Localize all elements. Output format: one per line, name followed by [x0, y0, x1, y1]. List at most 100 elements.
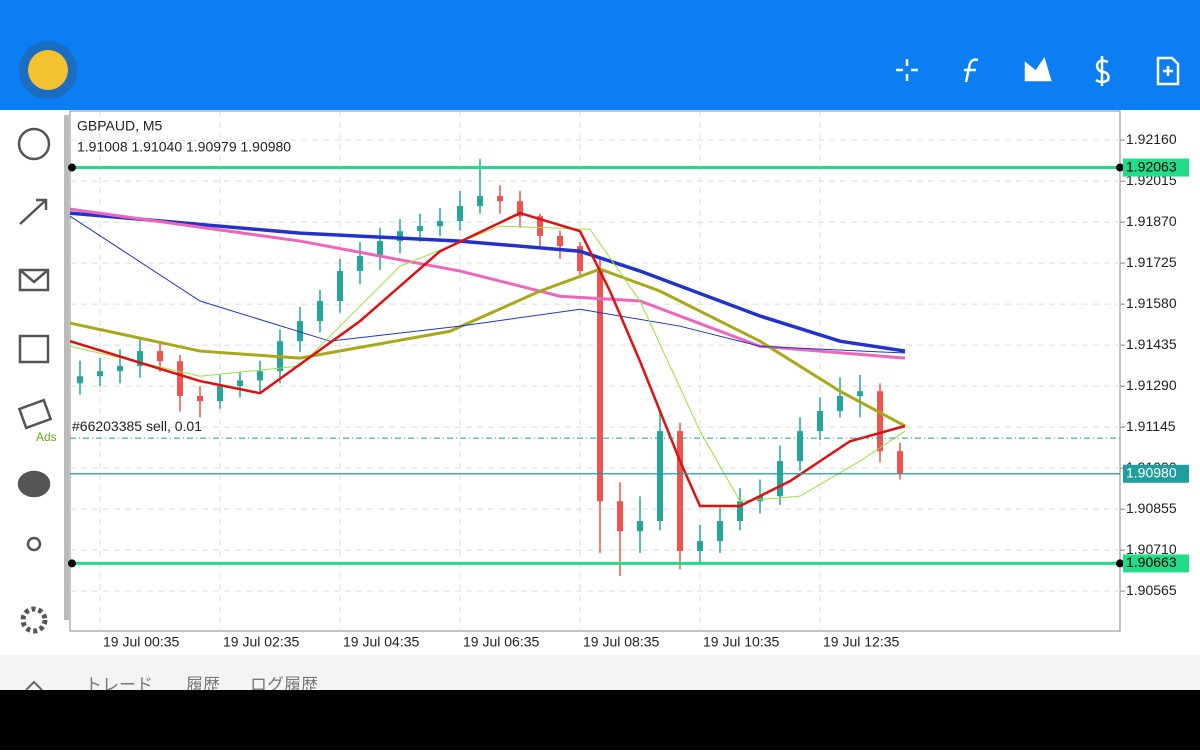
chart-symbol: GBPAUD, M5 [77, 118, 163, 134]
candle-body [797, 431, 803, 462]
candle-body [637, 521, 643, 532]
x-tick-label: 19 Jul 08:35 [583, 634, 659, 650]
candle-body [777, 461, 783, 497]
app-logo-inner [28, 50, 68, 90]
candle-body [597, 271, 603, 502]
chat-icon[interactable] [17, 470, 51, 498]
candle-body [557, 235, 563, 247]
sidebar-scrollbar [64, 115, 69, 620]
candle-body [857, 391, 863, 397]
candle-body [157, 351, 163, 362]
bottom-panel [0, 655, 1200, 690]
candle-body [197, 396, 203, 402]
candle-body [737, 501, 743, 522]
y-tick-label: 1.90710 [1126, 541, 1177, 557]
indicator-button[interactable] [964, 58, 979, 83]
candle-body [837, 396, 843, 412]
objects-button[interactable] [1024, 57, 1052, 82]
candle-body [657, 431, 663, 522]
candle-body [717, 521, 723, 542]
moving-average [69, 211, 906, 353]
community-icon[interactable] [26, 536, 42, 552]
price-label-box [1123, 464, 1189, 483]
plot-area [69, 110, 1121, 632]
moving-average [69, 215, 906, 354]
candle-body [697, 541, 703, 551]
candle-body [337, 271, 343, 302]
candle-body [257, 371, 263, 381]
x-tick-label: 19 Jul 12:35 [823, 634, 899, 650]
ohlc-readout: 1.91008 1.91040 1.90979 1.90980 [77, 139, 291, 155]
candle-body [317, 301, 323, 322]
candle-body [377, 241, 383, 257]
new-order-button[interactable] [1156, 56, 1180, 86]
x-tick-label: 19 Jul 10:35 [703, 634, 779, 650]
ads-badge: Ads [36, 430, 57, 444]
candle-body [757, 496, 763, 502]
line-handle [68, 163, 76, 172]
moving-average [69, 267, 906, 428]
y-tick-label: 1.91870 [1126, 213, 1177, 229]
top-bar [0, 0, 1200, 110]
mail-icon[interactable] [18, 268, 50, 292]
line-handle [68, 559, 76, 568]
nav-bar [0, 690, 1200, 750]
candle-body [357, 256, 363, 272]
trade-button[interactable] [1095, 56, 1110, 86]
tab[interactable]: 履歴 [186, 675, 220, 694]
line-handle [1116, 559, 1124, 568]
sidebar [0, 110, 68, 655]
chart-icon[interactable] [19, 198, 48, 225]
candle-body [397, 231, 403, 242]
candle-body [77, 376, 83, 384]
candle-body [617, 501, 623, 532]
candle-body [137, 351, 143, 367]
price-label: 1.90980 [1126, 464, 1177, 480]
toolbar [896, 56, 1180, 86]
y-tick-label: 1.90565 [1126, 582, 1177, 598]
y-tick-label: 1.91725 [1126, 254, 1177, 270]
x-tick-label: 19 Jul 02:35 [223, 634, 299, 650]
candle-body [117, 366, 123, 372]
candle-body [897, 451, 903, 474]
candle-body [817, 411, 823, 432]
x-tick-label: 19 Jul 06:35 [463, 634, 539, 650]
candle-body [517, 201, 523, 217]
price-label: 1.90663 [1126, 554, 1177, 570]
expand-button[interactable] [25, 680, 43, 691]
price-label-box [1123, 554, 1189, 573]
y-tick-label: 1.91435 [1126, 336, 1177, 352]
price-label-box [1123, 158, 1189, 177]
candle-body [877, 391, 883, 452]
candle-body [297, 321, 303, 342]
price-label: 1.92063 [1126, 158, 1177, 174]
y-tick-label: 1.91145 [1126, 418, 1176, 434]
candle-body [217, 386, 223, 402]
candle-body [577, 246, 583, 272]
plot [69, 111, 1120, 631]
y-tick-label: 1.91580 [1126, 295, 1177, 311]
y-tick-label: 1.91290 [1126, 377, 1177, 393]
x-tick-label: 19 Jul 00:35 [103, 634, 179, 650]
line-handle [1116, 163, 1124, 172]
quotes-icon[interactable] [17, 127, 51, 161]
moving-average [69, 225, 906, 502]
x-tick-label: 19 Jul 04:35 [343, 634, 419, 650]
tab[interactable]: トレード [85, 675, 153, 694]
candle-body [477, 196, 483, 207]
candle-body [437, 220, 443, 227]
crosshair-button[interactable] [896, 59, 918, 81]
candle-body [177, 361, 183, 397]
candle-body [97, 371, 103, 377]
ads-icon[interactable] [17, 398, 53, 430]
moving-average [69, 211, 906, 508]
y-tick-label: 1.90855 [1126, 500, 1177, 516]
y-tick-label: 1.92160 [1126, 131, 1177, 147]
settings-icon[interactable] [20, 606, 48, 634]
candle-body [457, 206, 463, 221]
news-icon[interactable] [18, 334, 50, 364]
tab[interactable]: ログ履歴 [250, 675, 318, 694]
order-label: #66203385 sell, 0.01 [72, 418, 202, 434]
sidebar-icons [17, 127, 53, 634]
